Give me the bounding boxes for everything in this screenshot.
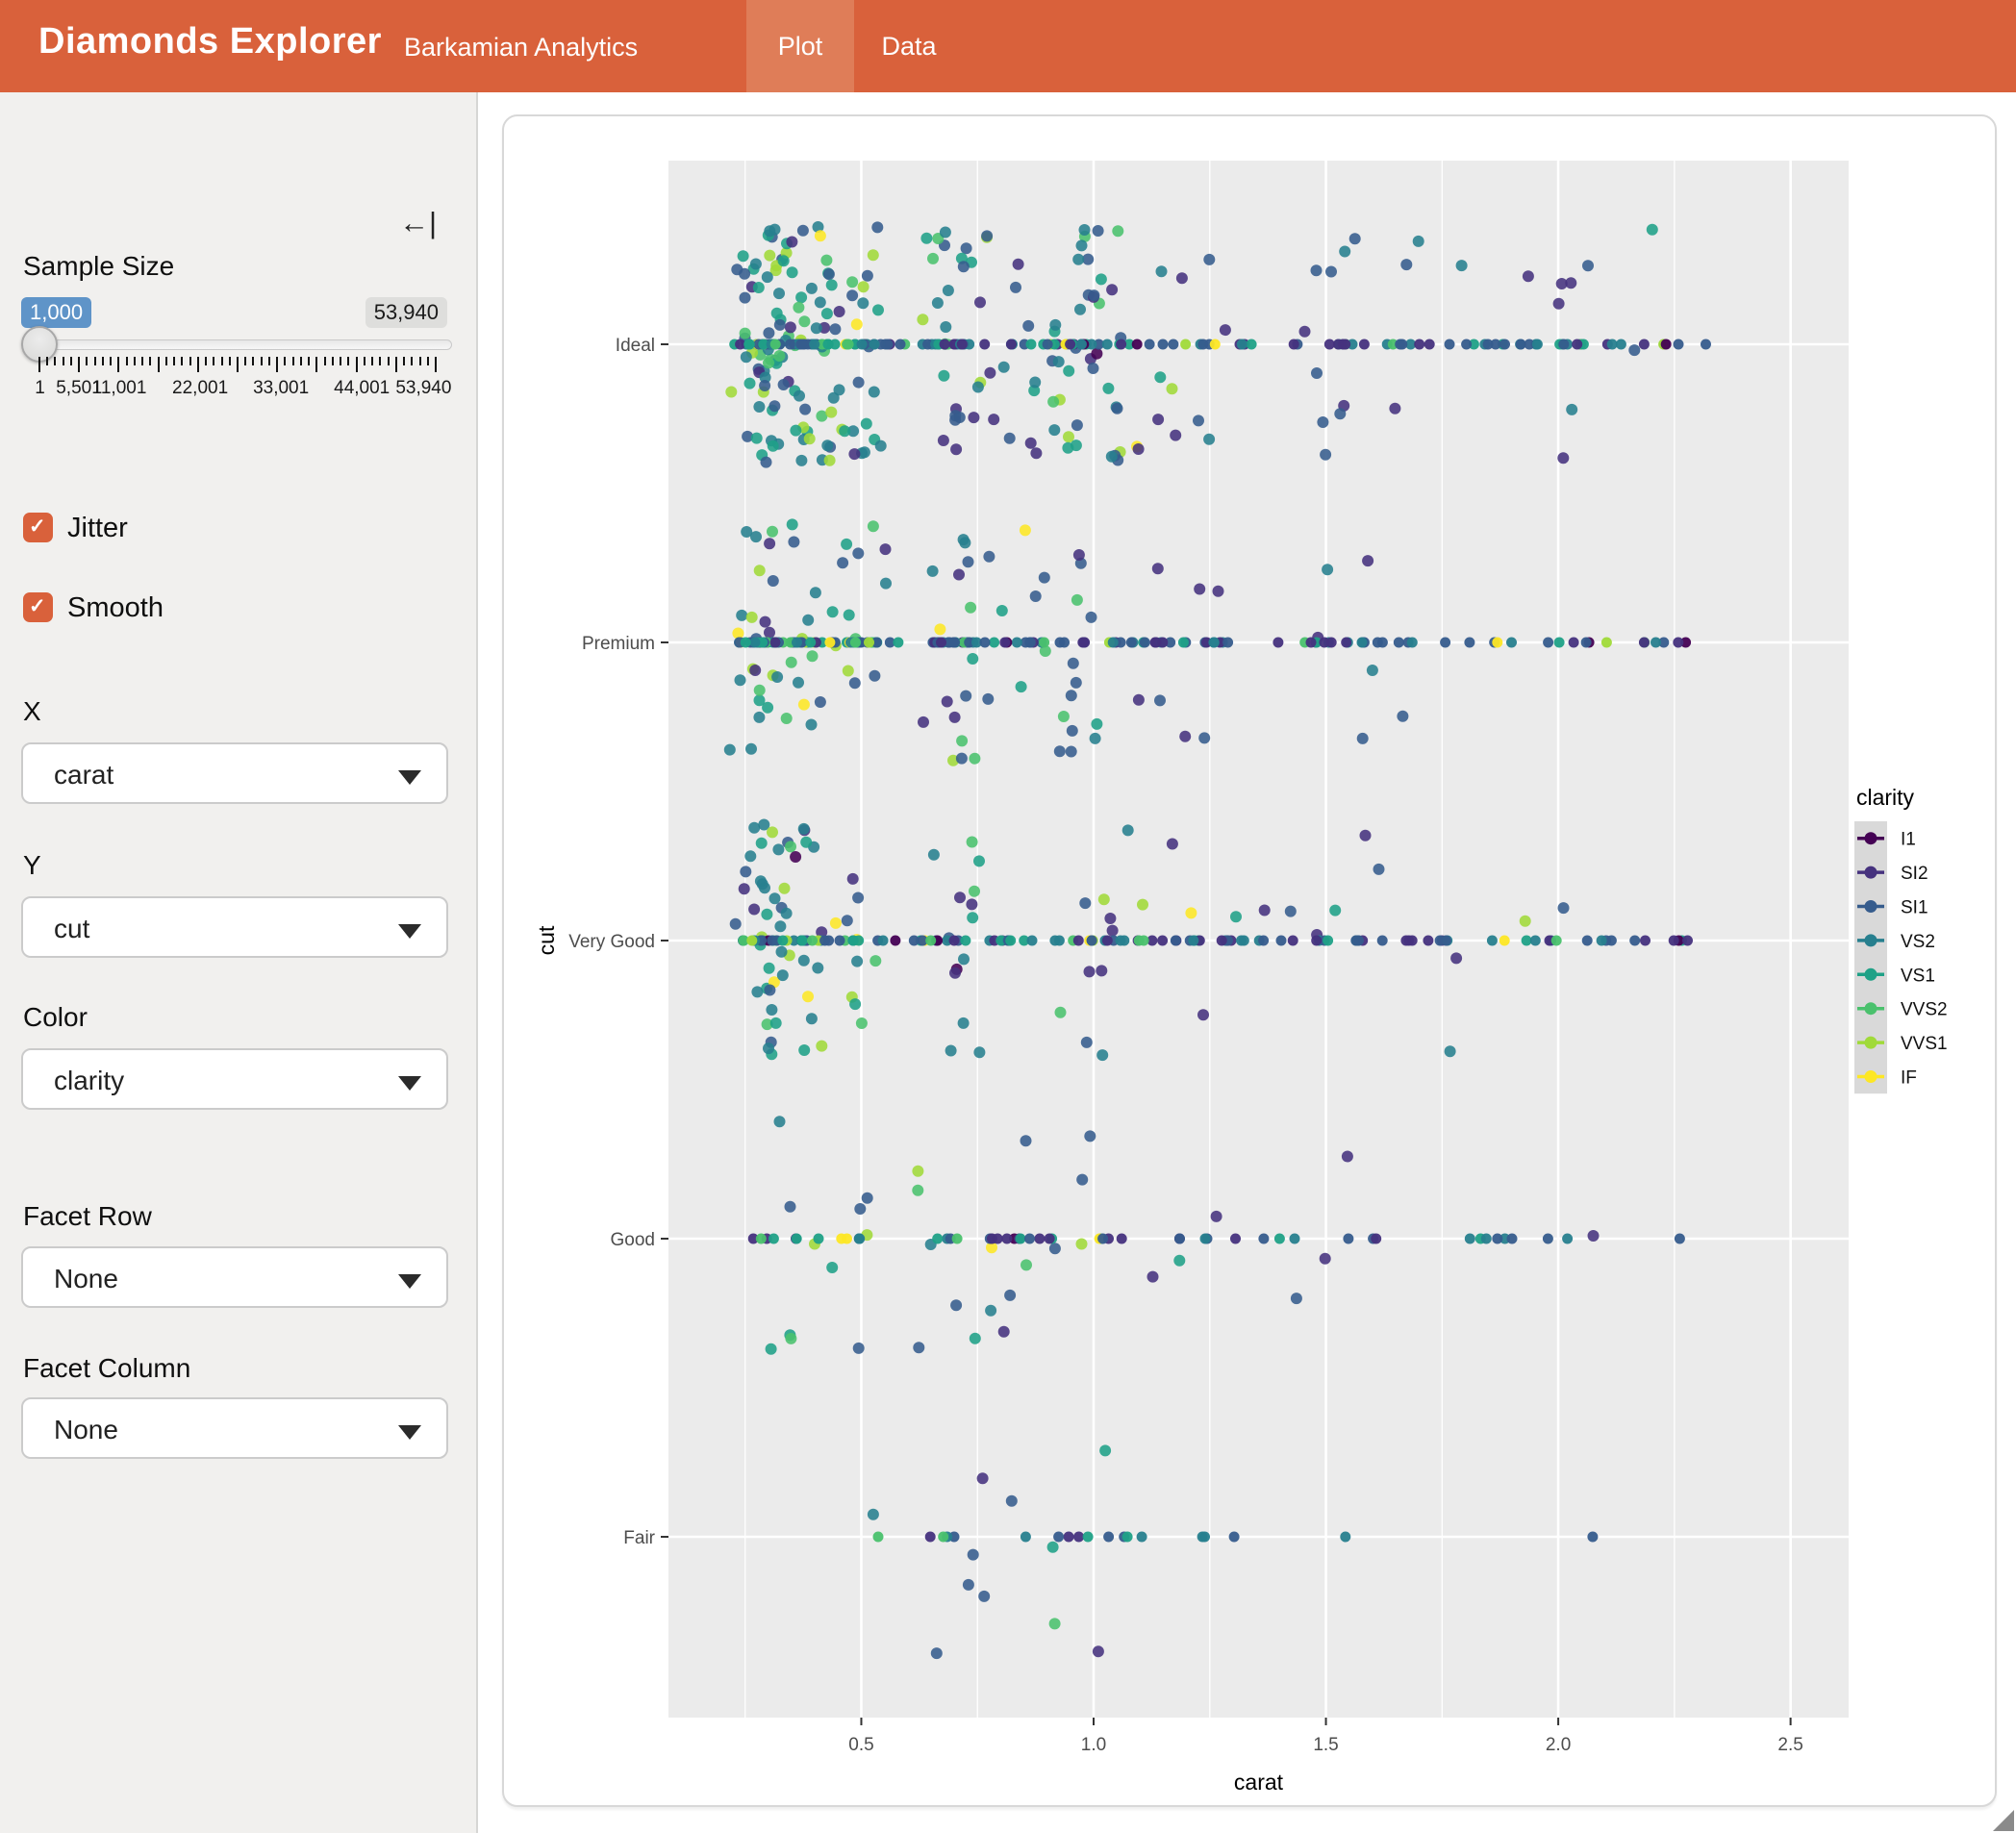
y-tick-label: Very Good xyxy=(568,932,655,952)
x-tick-label: 1.0 xyxy=(1081,1735,1106,1755)
sidebar-collapse-icon[interactable]: ←| xyxy=(399,206,438,239)
sidebar: ←| Sample Size 1,000 53,940 1 5,501 11,001… xyxy=(0,92,478,1833)
slider-tick-label: 5,501 xyxy=(56,378,102,398)
slider-value-badge: 1,000 xyxy=(21,297,92,328)
legend-entry-label: IF xyxy=(1901,1068,1917,1089)
legend-key-point xyxy=(1864,967,1877,981)
slider-tick-label: 53,940 xyxy=(395,378,452,398)
legend-key-point xyxy=(1864,934,1877,947)
x-select-label: X xyxy=(23,696,41,726)
legend-entry-label: VS1 xyxy=(1901,966,1935,986)
slider-tick-labels: 1 5,501 11,001 22,001 33,001 44,001 53,940 xyxy=(35,378,451,401)
main-content: Ideal Premium Very Good Good Fair 0.5 1.0 1.5 2.… xyxy=(480,92,2016,1833)
legend-key-point xyxy=(1864,1002,1877,1016)
x-tick-label: 2.5 xyxy=(1777,1735,1802,1755)
legend-title: clarity xyxy=(1856,785,1915,810)
legend-entry-label: VS2 xyxy=(1901,932,1935,952)
app-subtitle: Barkamian Analytics xyxy=(404,33,639,62)
x-tick-label: 2.0 xyxy=(1546,1735,1571,1755)
data-points xyxy=(723,221,1711,1660)
color-select-label: Color xyxy=(23,1002,88,1032)
color-select-value: clarity xyxy=(54,1066,125,1095)
y-select-label: Y xyxy=(23,850,41,880)
legend-entry-label: SI1 xyxy=(1901,898,1928,918)
chevron-down-icon xyxy=(398,924,421,939)
plot-card: Ideal Premium Very Good Good Fair 0.5 1.0 1.5 2.… xyxy=(502,114,1997,1807)
y-select[interactable]: cut xyxy=(21,896,448,958)
app-title: Diamonds Explorer xyxy=(38,21,382,62)
y-tick-label: Premium xyxy=(582,634,655,654)
x-tick-label: 1.5 xyxy=(1313,1735,1338,1755)
slider-tick-marks xyxy=(38,357,437,374)
y-tick-label: Fair xyxy=(623,1528,655,1548)
x-axis-title: carat xyxy=(1234,1770,1284,1795)
chevron-down-icon xyxy=(398,770,421,785)
y-tick-label: Ideal xyxy=(616,336,655,356)
y-select-value: cut xyxy=(54,914,90,943)
legend-key-point xyxy=(1864,832,1877,845)
slider-tick-label: 44,001 xyxy=(334,378,391,398)
legend-key-background xyxy=(1854,821,1887,1094)
app-header: Diamonds Explorer Barkamian Analytics Pl… xyxy=(0,0,2016,92)
jitter-checkbox-label: Jitter xyxy=(67,513,128,543)
legend-entry-label: VVS1 xyxy=(1901,1034,1948,1054)
resize-handle-icon[interactable] xyxy=(1993,1810,2014,1831)
y-axis-title: cut xyxy=(534,925,559,955)
x-tick-label: 0.5 xyxy=(848,1735,873,1755)
legend: clarity I1 SI2 SI1 VS2 VS1 VVS2 VVS1 IF xyxy=(1854,785,1948,1094)
slider-tick-label: 22,001 xyxy=(172,378,229,398)
color-select[interactable]: clarity xyxy=(21,1048,448,1110)
facet-column-select[interactable]: None xyxy=(21,1397,448,1459)
facet-column-select-value: None xyxy=(54,1415,118,1444)
slider-tick-label: 33,001 xyxy=(253,378,310,398)
legend-key-point xyxy=(1864,900,1877,913)
legend-key-point xyxy=(1864,1036,1877,1049)
legend-key-point xyxy=(1864,866,1877,879)
scatter-plot: Ideal Premium Very Good Good Fair 0.5 1.0 1.5 2.… xyxy=(534,161,1948,1795)
checkbox-checked-icon xyxy=(23,513,53,542)
sample-size-slider-track[interactable] xyxy=(21,339,452,350)
slider-max-badge: 53,940 xyxy=(365,297,447,328)
checkbox-checked-icon xyxy=(23,592,53,622)
legend-key-point xyxy=(1864,1070,1877,1083)
chevron-down-icon xyxy=(398,1076,421,1091)
x-select-value: carat xyxy=(54,760,114,790)
slider-tick-label: 11,001 xyxy=(91,378,147,398)
tab-data[interactable]: Data xyxy=(881,32,937,61)
facet-row-select-label: Facet Row xyxy=(23,1201,152,1231)
legend-entry-label: SI2 xyxy=(1901,864,1928,884)
chevron-down-icon xyxy=(398,1274,421,1289)
facet-row-select-value: None xyxy=(54,1264,118,1293)
x-select[interactable]: carat xyxy=(21,742,448,804)
tab-plot[interactable]: Plot xyxy=(746,0,854,92)
facet-row-select[interactable]: None xyxy=(21,1246,448,1308)
y-tick-label: Good xyxy=(611,1230,655,1250)
legend-entry-label: I1 xyxy=(1901,830,1916,850)
chevron-down-icon xyxy=(398,1425,421,1440)
slider-tick-label: 1 xyxy=(35,378,45,398)
facet-column-select-label: Facet Column xyxy=(23,1353,191,1383)
legend-entry-label: VVS2 xyxy=(1901,1000,1948,1020)
smooth-checkbox-label: Smooth xyxy=(67,592,164,623)
sample-size-label: Sample Size xyxy=(23,251,175,281)
